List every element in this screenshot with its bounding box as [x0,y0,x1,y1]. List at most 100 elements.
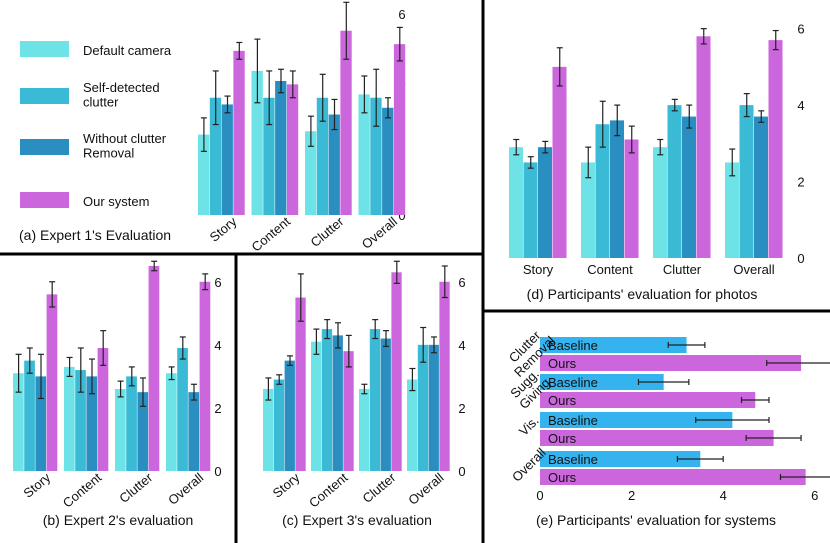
bar [624,139,639,258]
x-tick-label: Clutter [360,469,399,506]
bar [739,105,754,258]
bar [509,147,523,258]
bar [13,373,24,471]
bar [540,430,774,446]
bar [540,451,701,467]
bar [610,120,624,258]
chart-title: (b) Expert 2's evaluation [43,512,194,528]
bar [97,348,109,471]
bar [540,355,802,371]
bar [667,105,682,258]
bar [275,81,287,215]
bar [359,389,370,471]
bar [725,162,739,258]
bar-label: Ours [548,393,577,408]
bar [273,379,285,471]
legend-label-line: Without clutter [83,131,167,146]
bar [358,94,370,215]
bar [682,116,696,258]
bar-label: Ours [548,431,577,446]
legend: Default camera Self-detected clutter Withou… [20,41,172,209]
x-tick-label: Story [207,213,240,244]
bar [86,376,98,471]
y-tick-label: 0 [797,251,804,266]
bar [221,104,233,215]
legend-label-line: clutter [83,95,119,110]
bar-label: Ours [548,356,577,371]
bar [552,66,567,258]
bar [653,147,667,258]
legend-label: Default camera [83,43,172,58]
y-tick-label: 2 [214,401,221,416]
chart-title: (a) Expert 1's Evaluation [19,227,171,243]
legend-label-line: Self-detected [83,80,160,95]
x-tick-label: Content [306,470,351,511]
legend-label: Self-detected clutter [83,80,160,110]
x-tick-label: Story [20,469,53,500]
bar [391,272,402,471]
chart-title: (e) Participants' evaluation for systems [536,512,776,528]
bar [209,97,222,215]
bar-label: Baseline [548,375,598,390]
legend-swatch [20,192,69,208]
bar [177,348,188,471]
bar [115,389,126,471]
bar [75,370,86,471]
bar [595,124,610,258]
bar [46,294,58,471]
group-label: Vis. [516,413,542,439]
y-tick-label: 0 [458,464,465,479]
bar [332,335,343,471]
chart-panel-c: 0 2 4 6 Story Content Clutter Overall (c) Expert… [263,260,466,528]
x-tick-label: Content [248,214,293,255]
legend-label: Our system [83,194,149,209]
bar [263,389,274,471]
bar [428,344,439,471]
legend-swatch [20,139,69,155]
bar [35,376,47,471]
x-tick-label: Story [523,262,554,277]
x-tick-label: Overall [733,262,774,277]
bar [137,392,149,471]
x-tick-label: 6 [811,488,818,503]
x-tick-label: Overall [405,470,446,508]
bar-label: Baseline [548,338,598,353]
bar [188,392,200,471]
legend-label-line: Removal [83,146,134,161]
bar [540,469,806,485]
y-tick-label: 6 [398,7,405,22]
bar [768,40,783,259]
bar [370,97,382,215]
bar [328,114,340,215]
bar [417,344,429,471]
bar [305,131,317,215]
legend-swatch [20,41,69,57]
bar [540,412,733,428]
bar [24,360,35,471]
chart-title: (c) Expert 3's evaluation [282,512,432,528]
x-tick-label: Content [587,262,633,277]
x-tick-label: Story [270,469,303,500]
bar [199,281,211,471]
x-tick-label: 4 [720,488,727,503]
legend-label: Without clutter Removal [83,131,167,161]
bar [233,50,245,215]
bar [340,30,352,215]
chart-panel-d: 0 2 4 6 Story Content Clutter Overall (d) Partic… [509,22,805,302]
y-tick-label: 6 [458,275,465,290]
bar [321,329,333,471]
bar [284,360,295,471]
x-tick-label: 0 [536,488,543,503]
bar [369,329,381,471]
bar [64,366,75,471]
bar [696,36,711,259]
chart-panel-b: 0 2 4 6 Story Content Clutter Overall (b) Expert… [13,260,222,528]
x-tick-label: Clutter [308,213,347,250]
bar [540,337,687,353]
bar-label: Ours [548,470,577,485]
bar [393,44,406,216]
y-tick-label: 2 [458,401,465,416]
legend-swatch [20,88,69,104]
bar [311,341,322,471]
